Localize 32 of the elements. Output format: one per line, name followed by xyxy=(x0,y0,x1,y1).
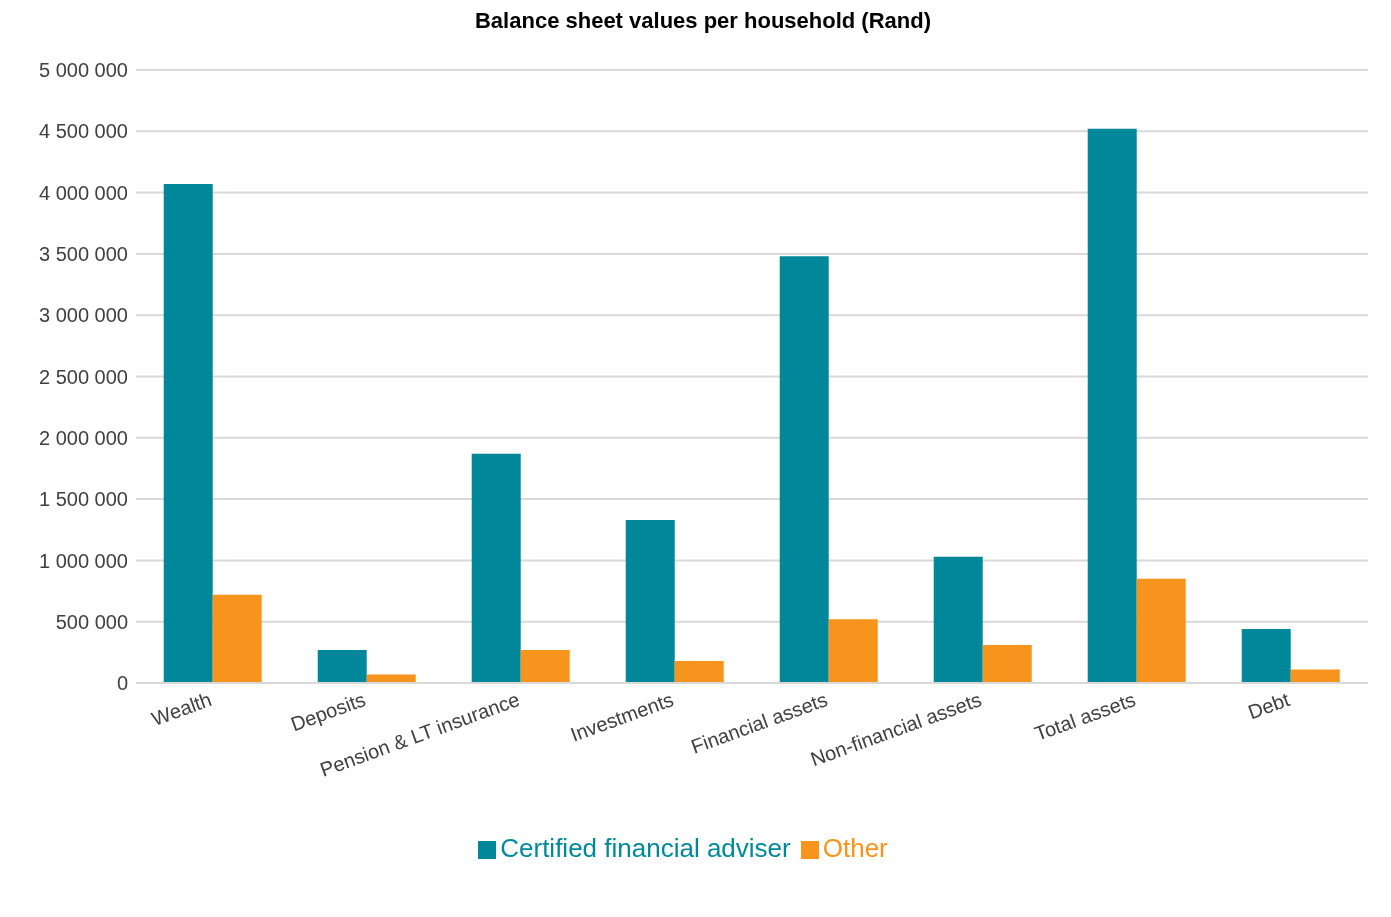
y-tick-label: 4 500 000 xyxy=(39,120,128,143)
bar xyxy=(212,594,262,683)
legend-label: Other xyxy=(822,833,888,863)
y-tick-label: 500 000 xyxy=(55,610,128,633)
bar xyxy=(520,649,570,683)
y-tick-label: 3 500 000 xyxy=(39,243,128,265)
y-tick-label: 1 000 000 xyxy=(39,549,128,572)
bar xyxy=(982,644,1032,683)
bar xyxy=(1087,128,1137,683)
bar xyxy=(828,619,878,683)
y-tick-label: 3 000 000 xyxy=(39,304,128,327)
y-tick-label: 0 xyxy=(116,672,128,695)
legend-label: Certified financial adviser xyxy=(500,833,791,863)
bar xyxy=(674,660,724,683)
y-tick-label: 2 500 000 xyxy=(39,365,128,388)
bar xyxy=(471,453,521,683)
bar xyxy=(1136,578,1186,683)
bar xyxy=(366,674,416,683)
bar xyxy=(933,556,983,683)
y-tick-label: 1 500 000 xyxy=(39,488,128,511)
y-tick-label: 5 000 000 xyxy=(39,59,128,82)
x-tick-label: Debt xyxy=(1245,687,1293,724)
x-tick-label: Wealth xyxy=(148,688,215,730)
x-tick-label: Total assets xyxy=(1031,688,1139,745)
bar xyxy=(317,649,367,683)
bar xyxy=(1241,629,1291,683)
bar xyxy=(779,256,829,683)
bar xyxy=(163,184,213,683)
bar xyxy=(625,519,675,683)
chart-title: Balance sheet values per household (Rand) xyxy=(474,8,932,34)
y-tick-label: 4 000 000 xyxy=(39,181,128,204)
y-tick-label: 2 000 000 xyxy=(39,426,128,449)
